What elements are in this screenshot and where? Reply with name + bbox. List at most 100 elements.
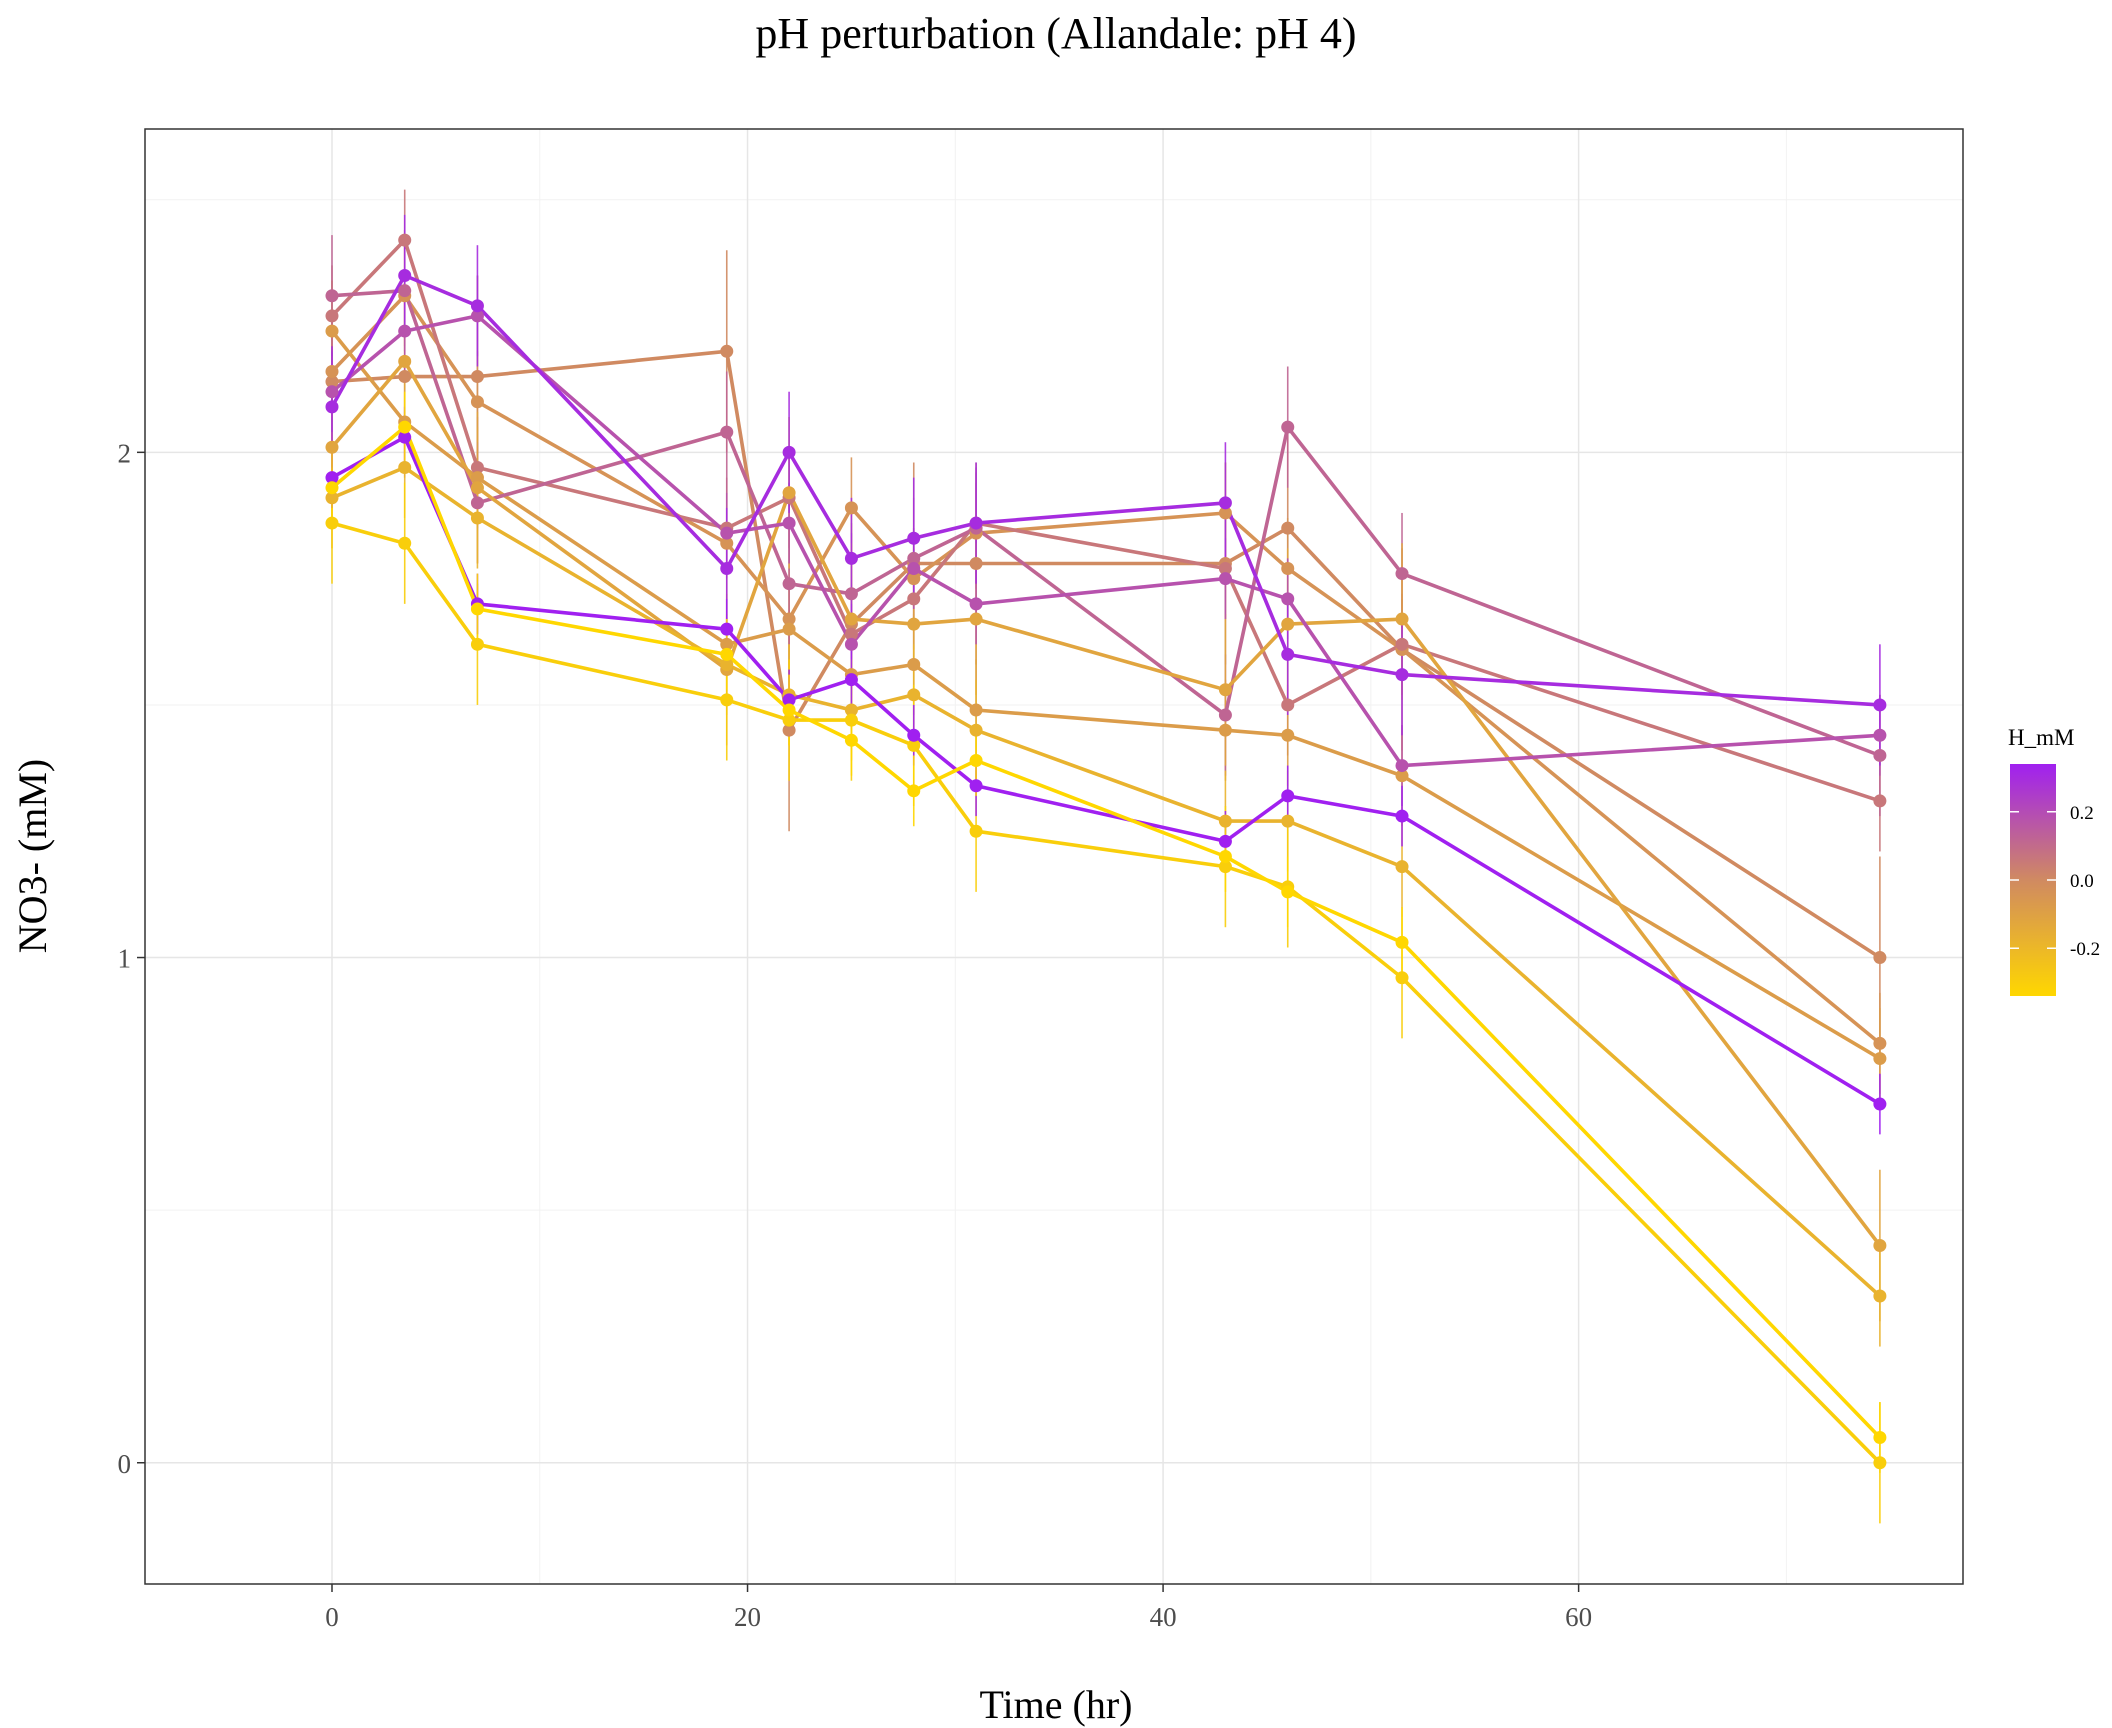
data-point-s11-5 (844, 703, 858, 717)
data-point-s8-5 (844, 501, 858, 515)
data-point-s11-11 (1873, 1289, 1887, 1303)
data-point-s8-6 (907, 572, 921, 586)
data-point-s4-4 (782, 516, 796, 530)
data-point-s8-11 (1873, 1036, 1887, 1050)
data-point-s9-4 (782, 622, 796, 636)
data-point-s1-7 (969, 754, 983, 768)
data-point-s2-10 (1395, 971, 1409, 985)
plot-border (144, 128, 1964, 1585)
series-line-8 (330, 293, 1882, 1046)
data-point-s9-10 (1395, 769, 1409, 783)
data-point-s0-8 (1218, 834, 1232, 848)
data-point-s11-7 (969, 723, 983, 737)
data-point-s9-3 (720, 637, 734, 651)
data-point-s10-11 (1873, 1239, 1887, 1253)
data-point-s8-2 (470, 395, 484, 409)
data-point-s7-4 (782, 723, 796, 737)
data-point-s1-2 (470, 602, 484, 616)
data-point-s10-8 (1218, 683, 1232, 697)
data-point-s8-9 (1281, 562, 1295, 576)
data-point-s11-10 (1395, 860, 1409, 874)
data-point-s0-11 (1873, 1097, 1887, 1111)
data-point-s4-0 (325, 385, 339, 399)
data-point-s1-3 (720, 647, 734, 661)
data-point-s4-9 (1281, 592, 1295, 606)
data-point-s1-10 (1395, 935, 1409, 949)
data-point-s10-5 (844, 612, 858, 626)
data-point-s8-3 (720, 536, 734, 550)
data-point-s4-10 (1395, 759, 1409, 773)
data-point-s7-3 (720, 344, 734, 358)
point-layer (325, 233, 1887, 1470)
series-line-7 (330, 349, 1882, 960)
data-point-s5-8 (1218, 708, 1232, 722)
data-point-s7-2 (470, 370, 484, 384)
x-tick-label-1: 20 (734, 1602, 761, 1632)
data-point-s0-3 (720, 622, 734, 636)
data-point-s3-1 (398, 269, 412, 283)
data-point-s5-9 (1281, 420, 1295, 434)
data-point-s10-9 (1281, 617, 1295, 631)
data-point-s2-8 (1218, 860, 1232, 874)
data-point-s7-11 (1873, 951, 1887, 965)
data-point-s2-11 (1873, 1456, 1887, 1470)
data-point-s3-8 (1218, 496, 1232, 510)
data-point-s5-10 (1395, 567, 1409, 581)
y-tick-label-2: 2 (118, 438, 132, 468)
data-point-s6-10 (1395, 637, 1409, 651)
data-point-s0-1 (398, 430, 412, 444)
data-point-s10-0 (325, 440, 339, 454)
data-point-s1-5 (844, 733, 858, 747)
data-point-s4-11 (1873, 728, 1887, 742)
data-point-s0-7 (969, 779, 983, 793)
data-point-s9-7 (969, 703, 983, 717)
data-point-s3-9 (1281, 647, 1295, 661)
x-tick-label-0: 0 (325, 1602, 339, 1632)
y-axis-title: NO3- (mM) (10, 759, 55, 953)
x-axis-title: Time (hr) (980, 1682, 1133, 1727)
legend-tick-label-1: 0.0 (2070, 871, 2094, 892)
series-line-4 (330, 314, 1882, 768)
data-point-s3-5 (844, 551, 858, 565)
data-point-s3-11 (1873, 698, 1887, 712)
data-point-s9-2 (470, 471, 484, 485)
data-point-s9-0 (325, 324, 339, 338)
data-point-s3-4 (782, 445, 796, 459)
x-tick-label-3: 60 (1565, 1602, 1592, 1632)
data-point-s0-5 (844, 673, 858, 687)
data-point-s9-6 (907, 658, 921, 672)
data-point-s11-8 (1218, 814, 1232, 828)
color-legend: H_mM 0.2 0.0 -0.2 (2008, 725, 2100, 996)
legend-ticks: 0.2 0.0 -0.2 (2010, 803, 2100, 960)
y-tick-label-0: 0 (118, 1449, 132, 1479)
data-point-s3-0 (325, 400, 339, 414)
data-point-s7-7 (969, 556, 983, 570)
data-point-s0-0 (325, 471, 339, 485)
data-point-s10-7 (969, 612, 983, 626)
data-point-s0-6 (907, 728, 921, 742)
data-point-s10-10 (1395, 612, 1409, 626)
data-point-s7-0 (325, 375, 339, 389)
data-point-s3-6 (907, 531, 921, 545)
x-tick-label-2: 40 (1150, 1602, 1177, 1632)
x-axis-ticks: 0 20 40 60 (325, 1584, 1592, 1632)
data-point-s4-8 (1218, 572, 1232, 586)
data-point-s3-7 (969, 516, 983, 530)
data-point-s11-1 (398, 460, 412, 474)
chart-title: pH perturbation (Allandale: pH 4) (755, 9, 1356, 58)
data-point-s3-2 (470, 299, 484, 313)
data-point-s7-9 (1281, 521, 1295, 535)
data-point-s10-4 (782, 486, 796, 500)
data-point-s5-3 (720, 425, 734, 439)
data-point-s2-4 (782, 713, 796, 727)
data-point-s4-1 (398, 324, 412, 338)
data-point-s4-5 (844, 637, 858, 651)
data-point-s3-10 (1395, 668, 1409, 682)
data-point-s11-9 (1281, 814, 1295, 828)
data-point-s10-2 (470, 481, 484, 495)
data-point-s4-7 (969, 597, 983, 611)
data-point-s6-0 (325, 309, 339, 323)
data-point-s6-11 (1873, 794, 1887, 808)
data-point-s1-9 (1281, 885, 1295, 899)
